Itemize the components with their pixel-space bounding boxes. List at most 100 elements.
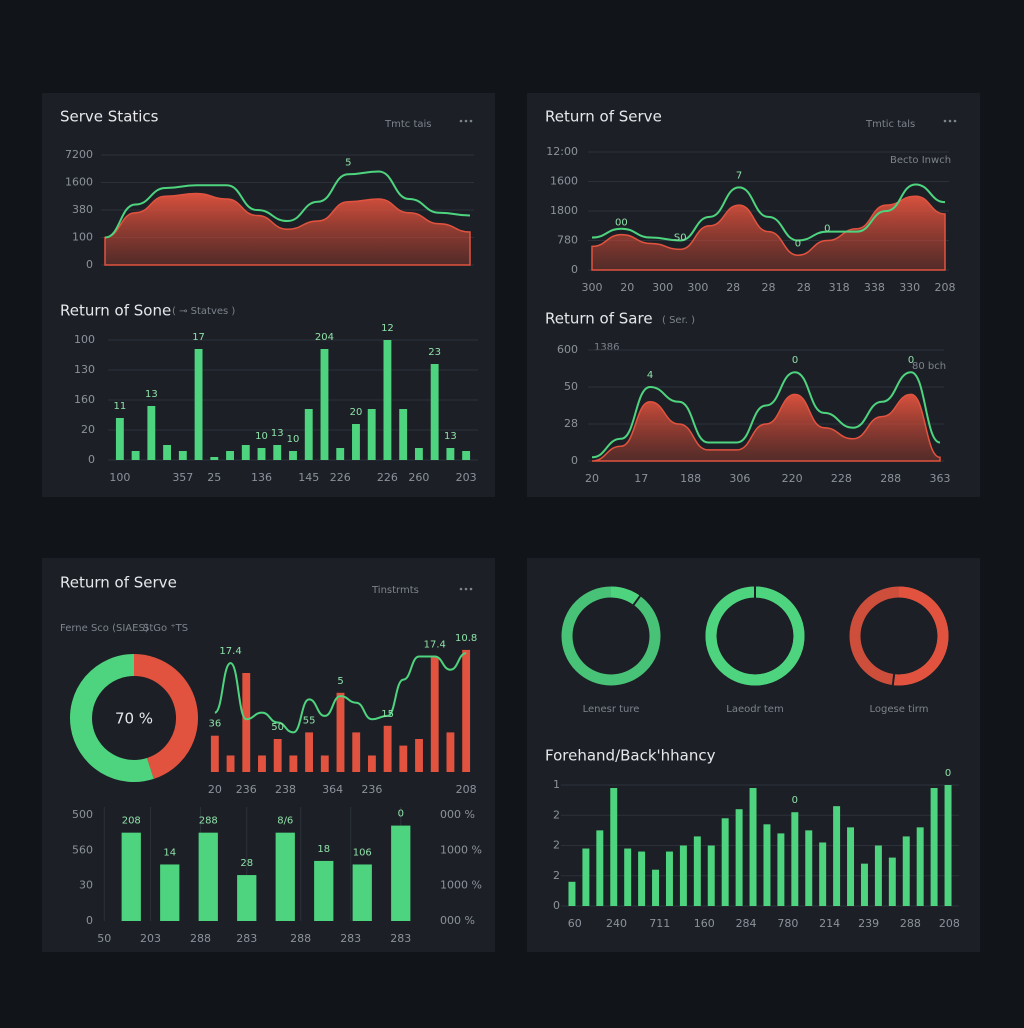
bar [944,785,952,906]
y-tick-label: 560 [72,843,93,856]
y-tick-label: 1800 [550,204,578,217]
x-tick-label: 300 [687,281,708,294]
bar [430,364,439,460]
data-label: 5 [345,157,351,168]
data-label: 15 [381,709,394,720]
x-tick-label: 236 [236,783,257,796]
x-tick-label: 357 [172,471,193,484]
data-label: 0 [398,809,404,820]
ring-label: Logese tirm [870,704,929,715]
bar [721,818,729,906]
y-tick-label: 160 [74,393,95,406]
y-tick-label: 28 [564,417,578,430]
x-tick-label: 28 [726,281,740,294]
bar [860,863,868,906]
y-tick-label: 20 [81,423,95,436]
bar [399,409,408,460]
chart-title: Return of Sare [545,310,653,328]
ring-label: Lenesr ture [583,704,640,715]
x-tick-label: 60 [568,917,582,930]
x-tick-label: 300 [652,281,673,294]
bar [367,409,376,460]
y-tick-label: 0 [571,263,578,276]
bar [624,848,632,906]
bar [652,869,660,906]
data-label: 14 [163,847,176,858]
note: 1386 [594,342,619,353]
x-tick-label: 288 [900,917,921,930]
x-tick-label: 203 [140,932,161,945]
y-tick-label: 30 [79,879,93,892]
data-label: 10.8 [455,633,477,644]
data-label: S0 [674,232,687,243]
x-tick-label: 160 [694,917,715,930]
note: StGo ⁺TS [143,623,188,634]
x-tick-label: 188 [680,472,701,485]
bar [198,832,218,921]
bar [582,848,590,906]
data-label: 5 [337,676,343,687]
bar [131,451,140,460]
data-label: 0 [795,238,801,249]
data-label: 8/6 [277,816,293,827]
bar [665,851,673,906]
bar [273,445,282,460]
data-label: 0 [792,795,798,806]
menu-icon[interactable] [459,587,473,591]
panel [42,93,495,497]
caption: Tinstrmts [371,585,419,596]
y-tick-label: 7200 [65,148,93,161]
data-label: 10 [287,434,300,445]
ring-label: Laeodr tem [726,704,783,715]
bar [210,457,219,460]
menu-icon[interactable] [459,119,473,123]
bar [430,656,439,772]
y-tick-label: 2 [553,808,560,821]
chart-title: Forehand/Back'hhancy [545,747,716,765]
bar [258,755,266,772]
data-label: 13 [444,431,457,442]
bar [462,451,471,460]
bar [383,725,392,772]
data-label: 23 [428,347,441,358]
data-label: 288 [199,816,218,827]
y-tick-label: 0 [88,453,95,466]
x-tick-label: 214 [819,917,840,930]
y-tick-label: 1600 [550,175,578,188]
x-tick-label: 283 [340,932,361,945]
data-label: 10 [255,431,268,442]
y-tick-label: 780 [557,234,578,247]
bar [336,692,345,772]
bar [194,349,203,460]
menu-icon[interactable] [943,119,957,123]
bar [847,827,855,906]
bar [819,842,827,906]
bar [638,851,646,906]
ring [610,586,641,606]
data-label: 17 [192,332,205,343]
bar [242,673,251,772]
bar [314,860,334,921]
x-tick-label: 226 [377,471,398,484]
bar [210,735,219,772]
bar [902,836,910,906]
x-tick-label: 50 [97,932,111,945]
x-tick-label: 208 [935,281,956,294]
data-label: 0 [908,355,914,366]
bar [257,448,266,460]
x-tick-label: 28 [762,281,776,294]
bar [596,830,604,906]
bar [163,445,172,460]
y-tick-label: 1600 [65,176,93,189]
bar [610,788,618,906]
data-label: 28 [240,858,253,869]
bar [289,451,297,460]
bar [352,864,372,921]
line [214,652,467,734]
bar [415,739,423,772]
chart-title: Return of Serve [545,108,662,126]
bar [226,451,234,460]
x-tick-label: 364 [322,783,343,796]
x-tick-label: 283 [236,932,257,945]
